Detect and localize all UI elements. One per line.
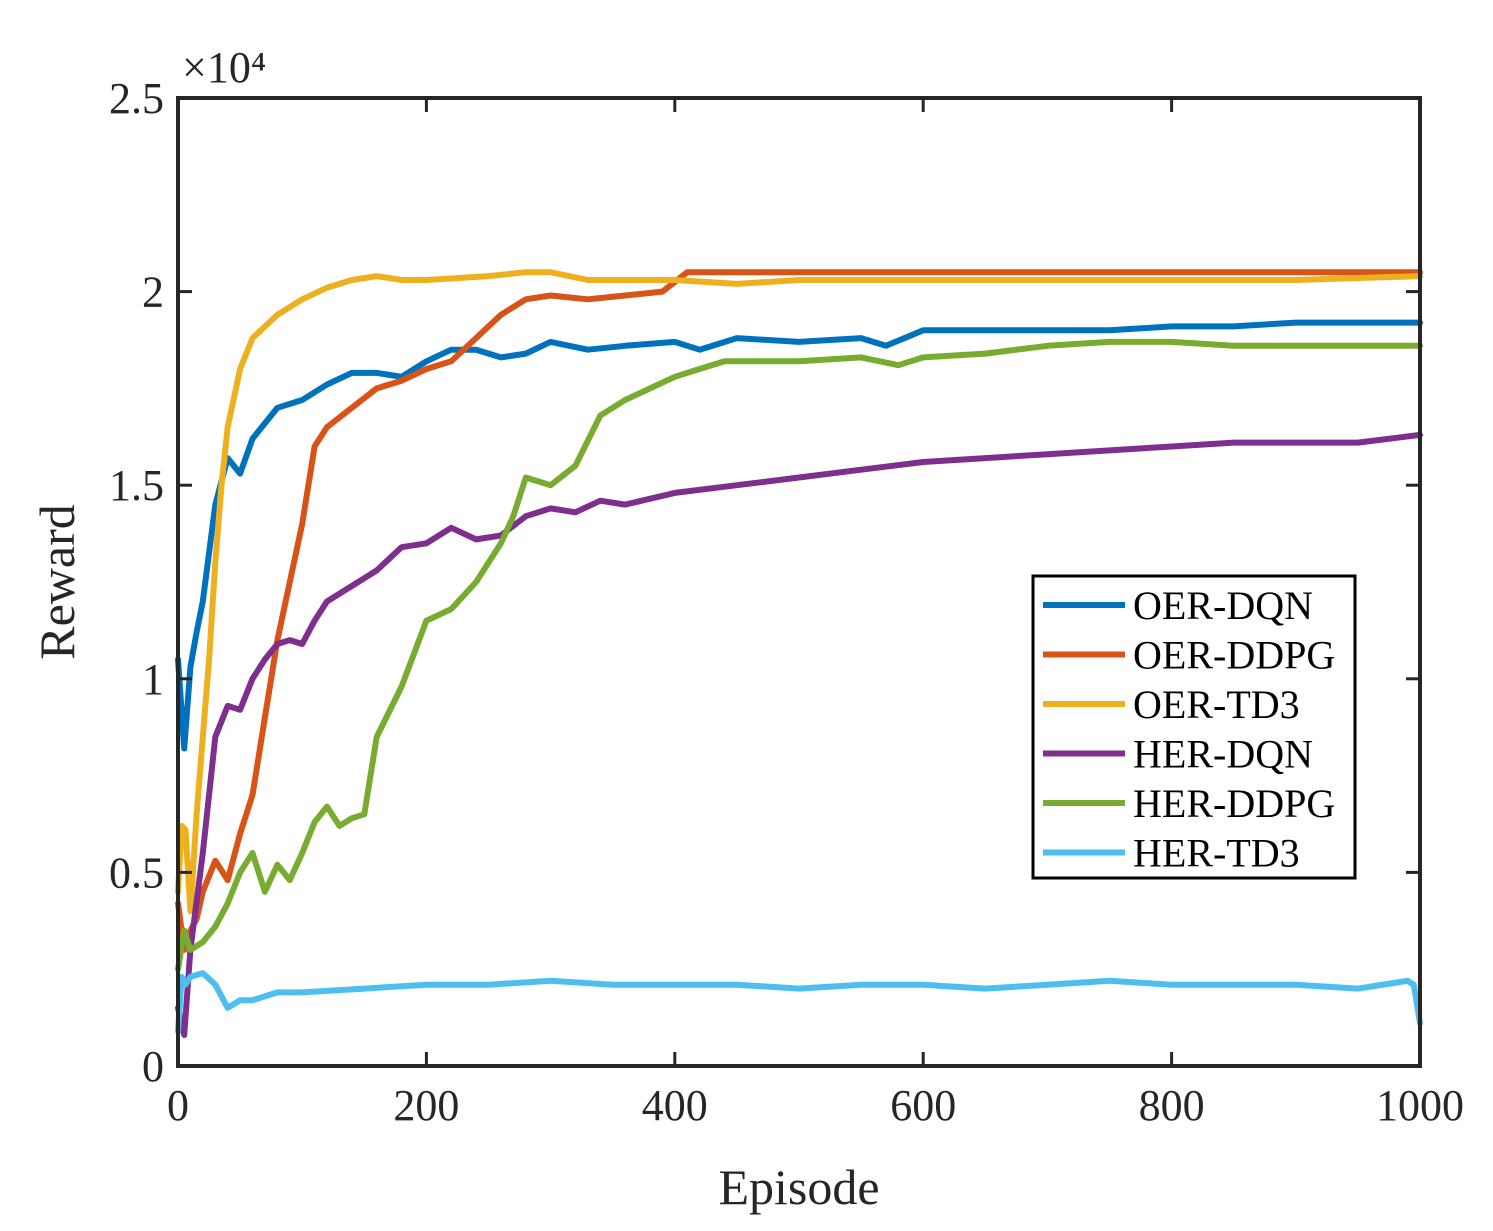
series-layer <box>175 269 1423 1038</box>
series-line-her-td3 <box>175 970 1423 1035</box>
x-tick-label: 0 <box>167 1081 189 1130</box>
y-tick-label: 2.5 <box>109 74 164 123</box>
x-tick-label: 600 <box>890 1081 956 1130</box>
series-line-her-dqn <box>175 431 1423 1038</box>
legend-label-her-td3: HER-TD3 <box>1133 831 1300 876</box>
legend-label-oer-ddpg: OER-DDPG <box>1133 633 1335 678</box>
y-tick-label: 1 <box>142 655 164 704</box>
plot-frame <box>176 96 1422 1068</box>
legend-label-her-ddpg: HER-DDPG <box>1133 781 1335 826</box>
ticks-layer <box>176 96 1422 1068</box>
y-tick-label: 1.5 <box>109 461 164 510</box>
series-line-oer-ddpg <box>175 269 1423 953</box>
y-tick-label: 0.5 <box>109 848 164 897</box>
legend-label-oer-dqn: OER-DQN <box>1133 583 1313 628</box>
tick-labels-layer: 0 200 400 600 800 1000 0 0.5 1 1.5 2 2.5 <box>109 74 1464 1130</box>
legend-box <box>1031 574 1357 880</box>
x-tick-label: 800 <box>1139 1081 1205 1130</box>
y-axis-label: Reward <box>29 504 85 660</box>
x-tick-label: 1000 <box>1376 1081 1464 1130</box>
y-exponent-label: ×10⁴ <box>182 43 266 92</box>
y-tick-label: 2 <box>142 268 164 317</box>
series-line-her-ddpg <box>175 338 1423 973</box>
legend-label-her-dqn: HER-DQN <box>1133 732 1313 777</box>
x-tick-label: 200 <box>393 1081 459 1130</box>
series-line-oer-dqn <box>175 319 1423 752</box>
x-tick-label: 400 <box>642 1081 708 1130</box>
y-tick-label: 0 <box>142 1042 164 1091</box>
x-axis-label: Episode <box>718 1159 879 1215</box>
series-line-oer-td3 <box>175 269 1423 915</box>
legend-label-oer-td3: OER-TD3 <box>1133 682 1300 727</box>
